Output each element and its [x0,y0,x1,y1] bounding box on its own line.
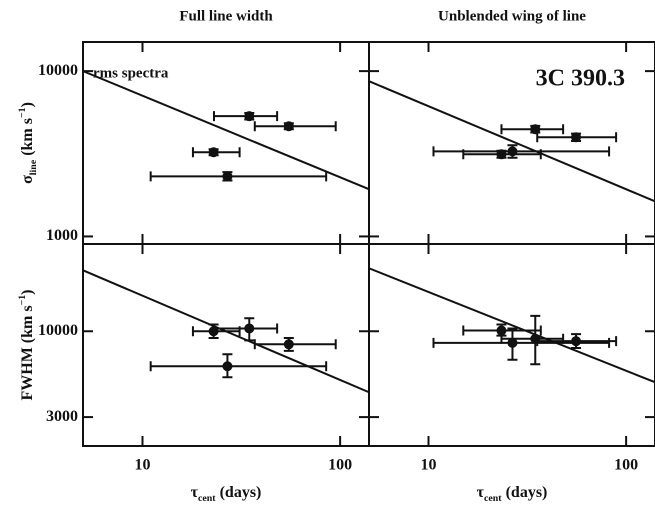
y-tick-label: 10000 [38,322,78,339]
y-tick-label: 3000 [46,408,78,425]
x-error-bar [149,361,328,372]
label-part: (days) [216,484,262,501]
x-error-bar [149,171,328,182]
y-tick-label: 1000 [46,227,78,244]
x-error-bar [253,121,337,132]
annotation: rms spectra [93,65,169,81]
data-point [208,326,219,337]
x-tick-label: 100 [614,457,638,474]
data-point [507,337,518,348]
x-axis-label: τcent (days) [191,484,262,504]
data-point [244,323,255,334]
label-part: τ [477,484,485,501]
x-axis-label: τcent (days) [477,484,548,504]
data-point [496,149,507,160]
label-part: (km s [19,118,36,160]
x-tick-label: 100 [328,457,352,474]
fit-line [82,70,370,191]
y-axis-label: σline (km s−1) [17,102,39,184]
label-part: FWHM (km s [19,305,36,400]
x-error-bar [432,337,611,348]
data-point [571,336,582,347]
label-part: σ [19,175,36,184]
label-part: ) [19,289,36,294]
label-part: (days) [502,484,548,501]
column-title: Full line width [179,8,273,24]
data-point [222,171,233,182]
data-point [208,147,219,158]
annotation: 3C 390.3 [536,66,625,92]
x-tick-label: 10 [134,457,150,474]
data-point [222,361,233,372]
label-part: −1 [17,295,28,306]
data-point [530,124,541,135]
y-tick-label: 10000 [38,62,78,79]
column-title: Unblended wing of line [438,8,586,24]
fit-line [368,80,655,203]
label-part: cent [198,493,216,504]
label-part: cent [484,493,502,504]
data-point [283,121,294,132]
x-tick-label: 10 [420,457,436,474]
y-axis-label: FWHM (km s−1) [17,289,36,400]
label-part: ) [19,102,36,107]
panel-frame [368,243,655,447]
x-error-bar [253,339,337,350]
label-part: τ [191,484,199,501]
label-part: −1 [17,107,28,118]
label-part: line [28,159,39,175]
data-point [496,325,507,336]
data-point [244,111,255,122]
data-point [571,132,582,143]
fit-line [368,267,655,384]
data-point [283,339,294,350]
